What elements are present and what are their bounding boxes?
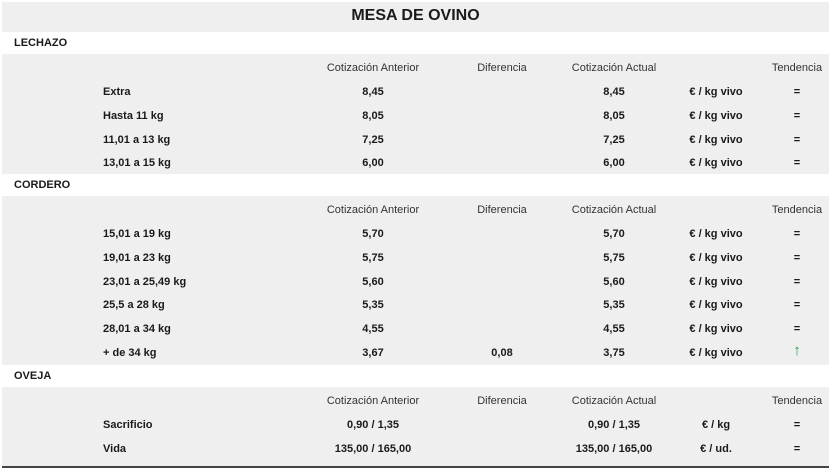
trend-equal-icon: = [793,133,801,146]
curr-price: 135,00 / 165,00 [575,442,653,455]
section-header-lechazo: LECHAZO [2,32,829,54]
prev-price: 5,75 [362,251,384,264]
price-table: MESA DE OVINO LECHAZO Cotización Anterior… [2,2,829,467]
curr-price: 3,75 [603,347,625,359]
curr-price: 7,25 [603,133,625,146]
prev-price: 5,70 [362,228,384,240]
curr-price: 0,90 / 1,35 [588,419,640,431]
col-header-curr: Cotización Actual [571,395,657,407]
price-unit: € / kg vivo [689,347,743,359]
prev-price: 0,90 / 1,35 [347,419,399,431]
price-unit: € / kg vivo [689,157,743,170]
prev-price: 4,55 [362,323,384,336]
price-unit: € / kg vivo [689,323,743,336]
col-header-prev: Cotización Anterior [326,204,420,216]
curr-price: 5,70 [603,228,625,240]
price-unit: € / kg vivo [689,133,743,146]
section-title: LECHAZO [14,37,68,49]
row-label: 15,01 a 19 kg [103,228,171,240]
row-label: + de 34 kg [103,347,157,359]
curr-price: 4,55 [603,323,625,336]
prev-price: 8,45 [362,86,384,98]
prev-price: 5,35 [362,299,384,312]
price-unit: € / kg vivo [689,86,743,98]
price-unit: € / kg vivo [689,251,743,264]
page-title: MESA DE OVINO [351,7,480,24]
col-header-diff: Diferencia [477,395,527,407]
curr-price: 6,00 [603,157,625,170]
price-unit: € / kg vivo [689,299,743,312]
col-header-curr: Cotización Actual [571,62,657,74]
price-unit: € / kg [701,419,731,431]
curr-price: 5,35 [603,299,625,312]
trend-up-icon: ↑ [793,342,801,359]
col-header-curr: Cotización Actual [571,204,657,216]
col-header-diff: Diferencia [477,204,527,216]
row-label: 11,01 a 13 kg [103,133,171,146]
price-unit: € / kg vivo [689,109,743,122]
trend-equal-icon: = [793,323,801,336]
prev-price: 3,67 [362,347,384,359]
row-label: 28,01 a 34 kg [103,323,171,336]
price-difference: 0,08 [491,347,513,359]
curr-price: 8,05 [603,109,625,122]
row-label: Sacrificio [103,419,153,431]
trend-equal-icon: = [793,275,801,288]
curr-price: 5,75 [603,251,625,264]
section-header-cordero: CORDERO [2,174,829,196]
bottom-divider [2,466,829,468]
col-header-diff: Diferencia [477,62,527,74]
trend-equal-icon: = [793,251,801,264]
prev-price: 8,05 [362,109,384,122]
trend-equal-icon: = [793,86,801,98]
prev-price: 7,25 [362,133,384,146]
trend-equal-icon: = [793,419,801,431]
trend-equal-icon: = [793,299,801,312]
trend-equal-icon: = [793,442,801,455]
row-label: 13,01 a 15 kg [103,157,171,170]
prev-price: 6,00 [362,157,384,170]
section-title: OVEJA [14,370,52,382]
col-header-trend: Tendencia [771,395,823,407]
prev-price: 5,60 [362,275,384,288]
trend-equal-icon: = [793,157,801,170]
price-unit: € / kg vivo [689,275,743,288]
row-label: 19,01 a 23 kg [103,251,171,264]
row-label: Hasta 11 kg [103,109,164,122]
section-title: CORDERO [14,179,71,191]
price-unit: € / ud. [700,442,732,455]
prev-price: 135,00 / 165,00 [334,442,412,455]
row-label: 25,5 a 28 kg [103,299,165,312]
section-header-oveja: OVEJA [2,365,829,387]
curr-price: 8,45 [603,86,625,98]
trend-equal-icon: = [793,109,801,122]
trend-equal-icon: = [793,228,801,240]
row-label: 23,01 a 25,49 kg [103,275,187,288]
col-header-trend: Tendencia [771,204,823,216]
col-header-prev: Cotización Anterior [326,395,420,407]
col-header-prev: Cotización Anterior [326,62,420,74]
curr-price: 5,60 [603,275,625,288]
row-label: Vida [103,442,127,455]
price-unit: € / kg vivo [689,228,743,240]
row-label: Extra [103,86,131,98]
col-header-trend: Tendencia [771,62,823,74]
